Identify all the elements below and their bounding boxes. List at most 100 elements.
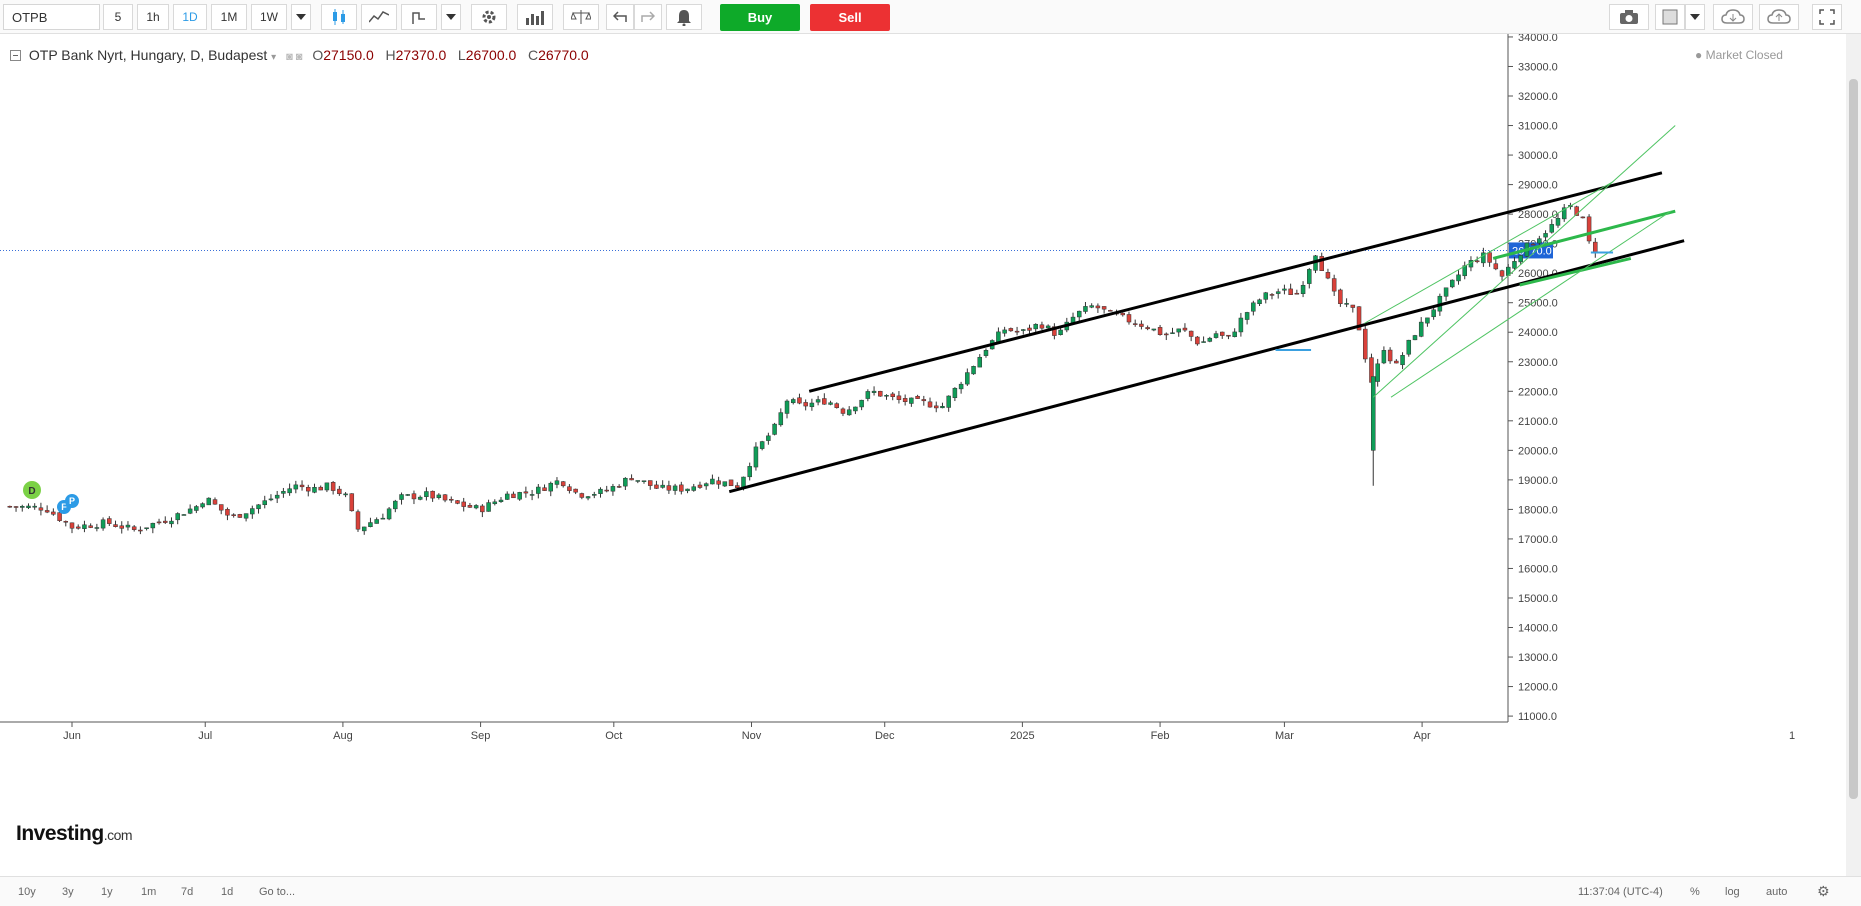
percent-toggle[interactable]: % bbox=[1690, 886, 1700, 898]
price-tick-label: 20000.0 bbox=[1518, 445, 1558, 457]
indicators-button[interactable] bbox=[517, 4, 553, 30]
candle-body bbox=[1170, 332, 1175, 334]
candle-body bbox=[902, 398, 908, 402]
market-status: ● Market Closed bbox=[1695, 48, 1783, 62]
interval-1h[interactable]: 1h bbox=[137, 4, 169, 30]
range-7d[interactable]: 7d bbox=[181, 886, 194, 898]
candle-body bbox=[871, 390, 877, 393]
save-cloud-button[interactable] bbox=[1759, 4, 1799, 30]
candle-body bbox=[1083, 306, 1088, 312]
candle-body bbox=[567, 486, 572, 491]
candle-body bbox=[1431, 309, 1436, 318]
candle-body bbox=[1300, 284, 1306, 294]
range-1d[interactable]: 1d bbox=[221, 886, 234, 898]
candle-body bbox=[1219, 331, 1225, 336]
candle-body bbox=[1288, 288, 1293, 295]
candle-body bbox=[169, 520, 174, 525]
candle-body bbox=[1406, 339, 1412, 355]
bottom-toolbar: 10y 3y 1y 1m 7d 1d Go to... 11:37:04 (UT… bbox=[0, 876, 1861, 906]
candle-body bbox=[971, 366, 976, 375]
interval-1d[interactable]: 1D bbox=[173, 4, 207, 30]
compare-button[interactable] bbox=[563, 4, 599, 30]
line-chart-button[interactable] bbox=[361, 4, 397, 30]
legend-dropdown-icon[interactable]: ▾ bbox=[271, 52, 277, 63]
goto-date[interactable]: Go to... bbox=[259, 886, 296, 898]
candle-body bbox=[778, 412, 784, 426]
candle-body bbox=[455, 500, 460, 504]
interval-5[interactable]: 5 bbox=[103, 4, 133, 30]
candle-body bbox=[1456, 274, 1461, 282]
candle-body bbox=[51, 511, 56, 515]
legend-low: 26700.0 bbox=[465, 47, 517, 63]
scrollbar-thumb[interactable] bbox=[1849, 79, 1858, 799]
candle-body bbox=[100, 519, 106, 529]
candle-body bbox=[480, 505, 485, 513]
candle-body bbox=[809, 402, 815, 408]
candle-body bbox=[1593, 241, 1598, 254]
log-toggle[interactable]: log bbox=[1725, 886, 1740, 898]
alert-button[interactable] bbox=[666, 4, 702, 30]
time-tick-label: Mar bbox=[1275, 730, 1294, 742]
price-chart[interactable]: 11000.0 12000.0 13000.0 14000.0 15000.0 16000… bbox=[0, 34, 1846, 876]
candle-body bbox=[1251, 302, 1256, 312]
price-tick-label: 22000.0 bbox=[1518, 386, 1558, 398]
candle-body bbox=[598, 488, 603, 494]
interval-1m[interactable]: 1M bbox=[211, 4, 247, 30]
range-10y[interactable]: 10y bbox=[18, 886, 36, 898]
chart-legend: OTP Bank Nyrt, Hungary, D, Budapest ▾ ◙ … bbox=[10, 47, 589, 63]
undo-button[interactable] bbox=[606, 4, 634, 30]
candle-body bbox=[797, 397, 802, 404]
redo-button[interactable] bbox=[634, 4, 662, 30]
legend-title[interactable]: OTP Bank Nyrt, Hungary, D, Budapest bbox=[28, 47, 268, 63]
candle-body bbox=[790, 399, 796, 404]
snapshot-button[interactable] bbox=[1609, 4, 1649, 30]
candle-body bbox=[890, 393, 895, 397]
range-3y[interactable]: 3y bbox=[62, 886, 74, 898]
redo-icon bbox=[641, 11, 655, 22]
vertical-scrollbar[interactable] bbox=[1846, 34, 1861, 876]
candle-body bbox=[958, 383, 964, 390]
interval-1w[interactable]: 1W bbox=[251, 4, 287, 30]
layout-button[interactable] bbox=[1655, 4, 1685, 30]
candle-body bbox=[256, 504, 261, 510]
candle-body bbox=[194, 506, 199, 511]
settings-button[interactable] bbox=[471, 4, 507, 30]
range-1m[interactable]: 1m bbox=[141, 886, 157, 898]
candle-body bbox=[1151, 328, 1157, 331]
candle-body bbox=[1089, 305, 1094, 308]
layout-dropdown[interactable] bbox=[1685, 4, 1705, 30]
camera-icon bbox=[1620, 10, 1638, 24]
trend-line bbox=[1372, 125, 1676, 398]
interval-dropdown[interactable] bbox=[291, 4, 311, 30]
candle-body bbox=[1344, 303, 1349, 305]
fullscreen-button[interactable] bbox=[1812, 4, 1842, 30]
candle-body bbox=[529, 494, 535, 496]
auto-toggle[interactable]: auto bbox=[1766, 886, 1788, 898]
range-1y[interactable]: 1y bbox=[101, 886, 113, 898]
candle-body bbox=[13, 506, 19, 508]
candle-body bbox=[337, 488, 342, 495]
settings-gear-icon[interactable]: ⚙ bbox=[1817, 883, 1830, 899]
candle-body bbox=[38, 507, 44, 511]
candle-body bbox=[592, 494, 597, 496]
collapse-legend-icon[interactable] bbox=[10, 50, 21, 61]
candles-button[interactable] bbox=[321, 4, 357, 30]
buy-button[interactable]: Buy bbox=[720, 4, 800, 31]
drawing-tools-button[interactable] bbox=[401, 4, 437, 30]
candle-body bbox=[822, 398, 827, 405]
candle-body bbox=[523, 491, 529, 494]
candle-body bbox=[125, 524, 131, 528]
candle-body bbox=[996, 331, 1001, 343]
time-tick-label: Dec bbox=[875, 730, 895, 742]
candle-body bbox=[138, 529, 143, 532]
candle-body bbox=[1269, 294, 1275, 296]
load-cloud-button[interactable] bbox=[1713, 4, 1753, 30]
candle-body bbox=[1207, 337, 1213, 342]
candle-body bbox=[1182, 327, 1188, 331]
legend-settings-icons[interactable]: ◙ ◙ bbox=[286, 51, 303, 63]
candle-body bbox=[735, 485, 740, 488]
candle-body bbox=[865, 391, 871, 399]
drawing-dropdown[interactable] bbox=[441, 4, 461, 30]
symbol-input[interactable]: OTPB bbox=[3, 4, 100, 30]
sell-button[interactable]: Sell bbox=[810, 4, 890, 31]
